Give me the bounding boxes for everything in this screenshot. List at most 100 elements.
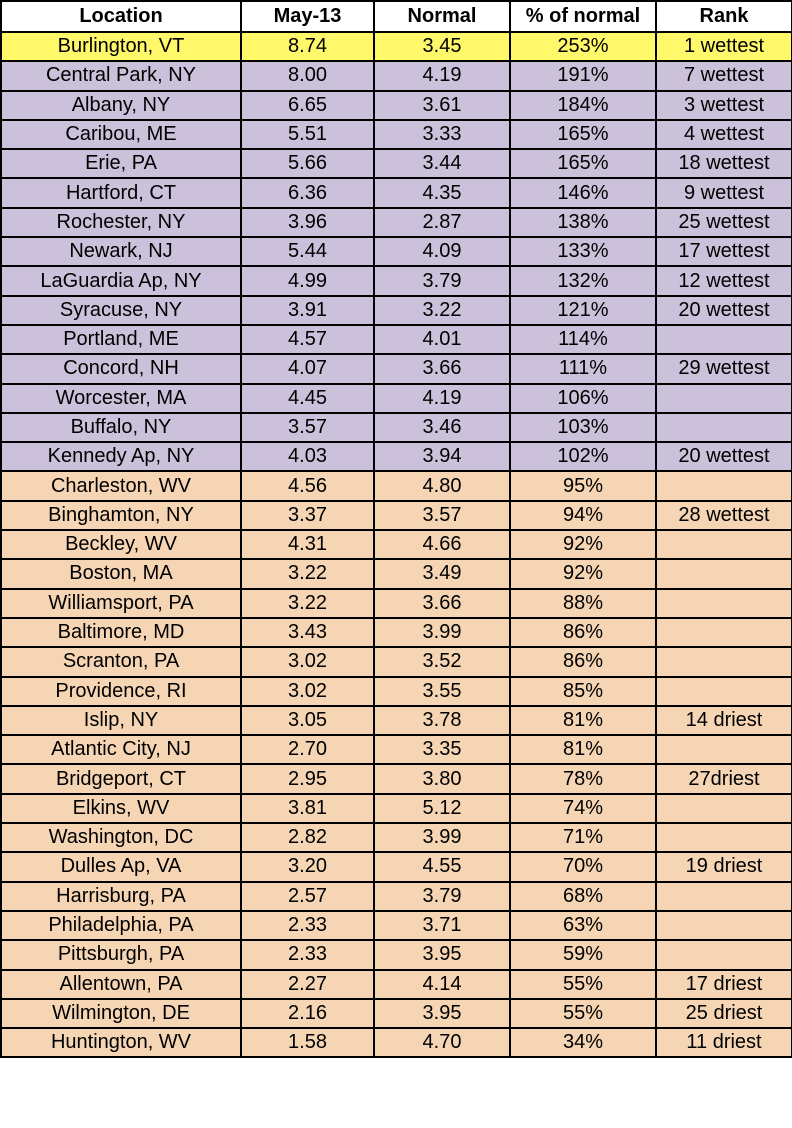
cell-percent-of-normal: 70%: [509, 851, 657, 883]
cell-rank: 17 wettest: [655, 236, 792, 268]
cell-location: Erie, PA: [0, 148, 242, 180]
cell-may13: 3.22: [240, 587, 375, 619]
cell-location: Boston, MA: [0, 558, 242, 590]
cell-location: Rochester, NY: [0, 206, 242, 239]
table-row: Buffalo, NY 3.57 3.46 103%: [0, 411, 792, 444]
cell-rank: 28 wettest: [655, 499, 792, 532]
cell-percent-of-normal: 132%: [509, 265, 657, 297]
cell-normal: 3.95: [373, 939, 511, 971]
cell-may13: 6.36: [240, 177, 375, 209]
cell-may13: 3.37: [240, 499, 375, 532]
cell-percent-of-normal: 88%: [509, 587, 657, 619]
table-row: Rochester, NY 3.96 2.87 138% 25 wettest: [0, 206, 792, 239]
cell-may13: 2.82: [240, 822, 375, 854]
cell-location: Central Park, NY: [0, 60, 242, 92]
cell-rank: [655, 939, 792, 971]
cell-normal: 4.66: [373, 529, 511, 561]
cell-rank: [655, 909, 792, 942]
cell-normal: 3.66: [373, 587, 511, 619]
cell-rank: [655, 646, 792, 678]
cell-rank: [655, 587, 792, 619]
cell-percent-of-normal: 92%: [509, 558, 657, 590]
cell-location: Dulles Ap, VA: [0, 851, 242, 883]
cell-percent-of-normal: 138%: [509, 206, 657, 239]
cell-percent-of-normal: 165%: [509, 118, 657, 151]
cell-location: Portland, ME: [0, 323, 242, 356]
cell-location: Worcester, MA: [0, 382, 242, 414]
cell-rank: 19 driest: [655, 851, 792, 883]
table-row: Pittsburgh, PA 2.33 3.95 59%: [0, 939, 792, 971]
cell-normal: 4.19: [373, 60, 511, 92]
cell-location: Baltimore, MD: [0, 616, 242, 649]
cell-normal: 2.87: [373, 206, 511, 239]
cell-percent-of-normal: 111%: [509, 353, 657, 385]
table-row: Binghamton, NY 3.37 3.57 94% 28 wettest: [0, 499, 792, 532]
cell-rank: 1 wettest: [655, 30, 792, 63]
cell-percent-of-normal: 86%: [509, 646, 657, 678]
table-row: Huntington, WV 1.58 4.70 34% 11 driest: [0, 1027, 792, 1059]
cell-normal: 3.79: [373, 265, 511, 297]
cell-percent-of-normal: 103%: [509, 411, 657, 444]
cell-location: Washington, DC: [0, 822, 242, 854]
cell-location: Wilmington, DE: [0, 997, 242, 1030]
cell-location: Williamsport, PA: [0, 587, 242, 619]
cell-rank: [655, 470, 792, 502]
cell-rank: [655, 382, 792, 414]
cell-location: Binghamton, NY: [0, 499, 242, 532]
cell-rank: 14 driest: [655, 704, 792, 737]
table-row: Caribou, ME 5.51 3.33 165% 4 wettest: [0, 118, 792, 151]
cell-location: Hartford, CT: [0, 177, 242, 209]
table-row: Philadelphia, PA 2.33 3.71 63%: [0, 909, 792, 942]
cell-may13: 5.66: [240, 148, 375, 180]
cell-rank: 12 wettest: [655, 265, 792, 297]
cell-rank: 29 wettest: [655, 353, 792, 385]
header-rank: Rank: [655, 0, 792, 33]
cell-location: Atlantic City, NJ: [0, 734, 242, 766]
cell-location: Scranton, PA: [0, 646, 242, 678]
cell-rank: 7 wettest: [655, 60, 792, 92]
cell-location: Harrisburg, PA: [0, 880, 242, 912]
cell-location: Islip, NY: [0, 704, 242, 737]
cell-rank: [655, 880, 792, 912]
cell-location: Syracuse, NY: [0, 294, 242, 326]
cell-may13: 8.74: [240, 30, 375, 63]
header-may13: May-13: [240, 0, 375, 33]
cell-normal: 3.35: [373, 734, 511, 766]
table-row: Wilmington, DE 2.16 3.95 55% 25 driest: [0, 997, 792, 1030]
cell-rank: [655, 616, 792, 649]
cell-may13: 2.33: [240, 909, 375, 942]
cell-may13: 4.99: [240, 265, 375, 297]
cell-location: Kennedy Ap, NY: [0, 441, 242, 473]
cell-may13: 3.81: [240, 792, 375, 825]
cell-percent-of-normal: 81%: [509, 704, 657, 737]
header-percent-of-normal: % of normal: [509, 0, 657, 33]
table-row: Albany, NY 6.65 3.61 184% 3 wettest: [0, 89, 792, 121]
cell-rank: [655, 822, 792, 854]
cell-location: Concord, NH: [0, 353, 242, 385]
cell-may13: 6.65: [240, 89, 375, 121]
cell-rank: [655, 792, 792, 825]
cell-normal: 3.61: [373, 89, 511, 121]
cell-normal: 3.49: [373, 558, 511, 590]
table-row: Atlantic City, NJ 2.70 3.35 81%: [0, 734, 792, 766]
cell-location: Albany, NY: [0, 89, 242, 121]
cell-may13: 2.33: [240, 939, 375, 971]
cell-percent-of-normal: 86%: [509, 616, 657, 649]
cell-rank: 3 wettest: [655, 89, 792, 121]
cell-may13: 3.91: [240, 294, 375, 326]
precipitation-table: Location May-13 Normal % of normal Rank …: [0, 0, 792, 1059]
table-row: Charleston, WV 4.56 4.80 95%: [0, 470, 792, 502]
cell-percent-of-normal: 95%: [509, 470, 657, 502]
cell-normal: 4.01: [373, 323, 511, 356]
cell-normal: 4.55: [373, 851, 511, 883]
cell-may13: 4.07: [240, 353, 375, 385]
table-row: Williamsport, PA 3.22 3.66 88%: [0, 587, 792, 619]
cell-rank: 4 wettest: [655, 118, 792, 151]
cell-normal: 4.14: [373, 968, 511, 1000]
cell-normal: 3.33: [373, 118, 511, 151]
cell-percent-of-normal: 55%: [509, 997, 657, 1030]
cell-location: Providence, RI: [0, 675, 242, 707]
cell-location: Caribou, ME: [0, 118, 242, 151]
table-row: Burlington, VT 8.74 3.45 253% 1 wettest: [0, 30, 792, 63]
cell-may13: 3.05: [240, 704, 375, 737]
